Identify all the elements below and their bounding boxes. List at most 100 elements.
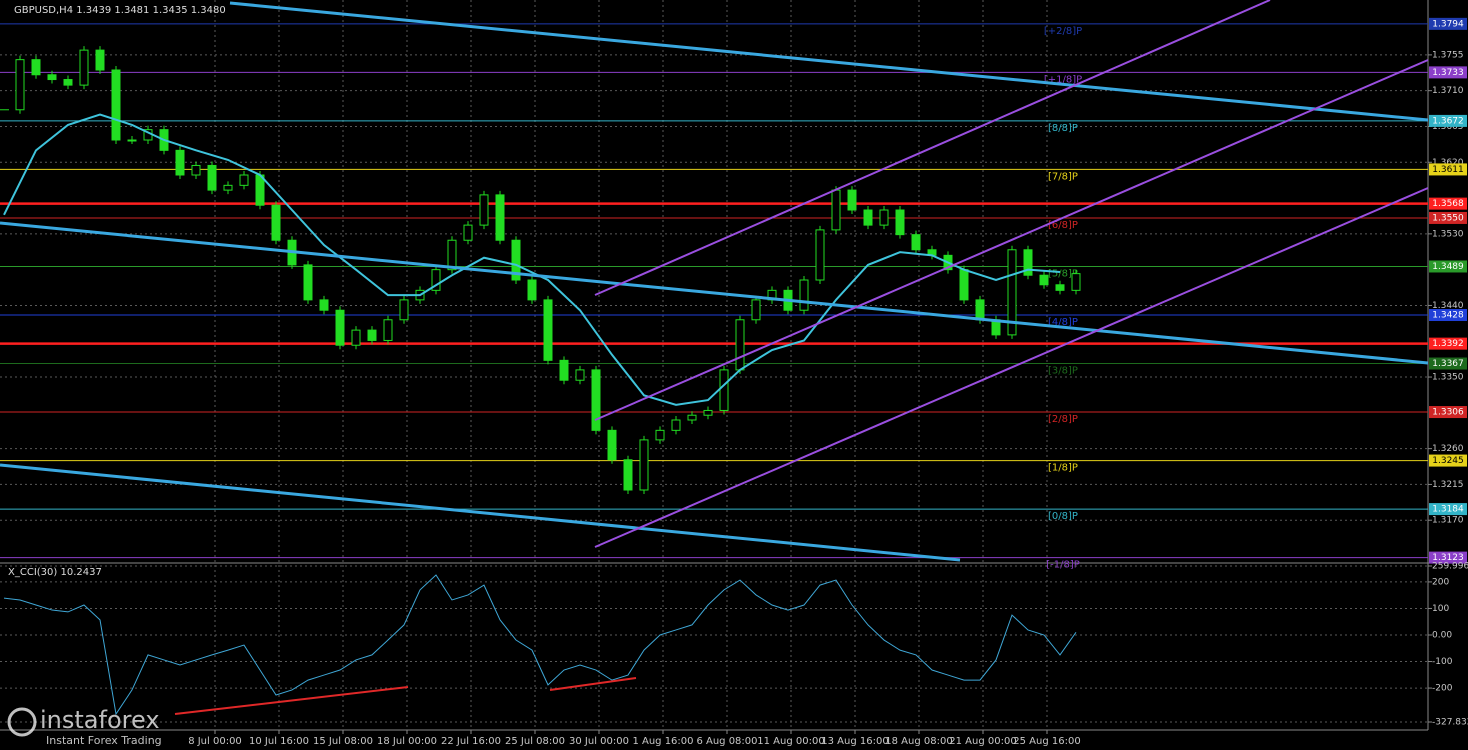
candle — [575, 369, 585, 381]
candle — [751, 299, 761, 321]
channel-line — [0, 221, 1429, 365]
level-name: [+1/8]P — [1044, 74, 1082, 85]
watermark: instaforex Instant Forex Trading — [7, 706, 162, 747]
level-price-label: 1.3611 — [1432, 165, 1464, 175]
candle — [863, 209, 873, 226]
candle — [1039, 274, 1049, 286]
candle — [607, 429, 617, 461]
chart-title: GBPUSD,H4 1.3439 1.3481 1.3435 1.3480 — [14, 5, 226, 16]
x-tick-label: 6 Aug 08:00 — [696, 736, 757, 747]
candle — [351, 329, 361, 346]
candle — [703, 409, 713, 416]
level-price-label: 1.3123 — [1432, 553, 1464, 563]
candle — [591, 369, 601, 431]
watermark-tagline: Instant Forex Trading — [46, 734, 162, 747]
level-price-label: 1.3550 — [1432, 213, 1464, 223]
x-tick-label: 15 Jul 08:00 — [313, 736, 373, 747]
level-name: [+2/8]P — [1044, 26, 1082, 37]
y-tick-label: 259.9969 — [1432, 562, 1468, 572]
trend-lines — [0, 0, 1429, 715]
candle — [335, 309, 345, 346]
y-tick-label: 1.3170 — [1432, 516, 1464, 526]
level-price-box — [1429, 197, 1467, 210]
level-price-label: 1.3428 — [1432, 311, 1464, 321]
candle — [31, 59, 41, 76]
candle — [975, 299, 985, 321]
level-name: [7/8]P — [1048, 171, 1078, 182]
channel-line — [0, 463, 961, 562]
candle — [511, 239, 521, 281]
candle — [799, 279, 809, 311]
channel-line — [229, 1, 1429, 122]
level-price-box — [1429, 309, 1467, 321]
y-tick-label: -327.8320 — [1432, 718, 1468, 728]
y-tick-label: -200 — [1432, 684, 1453, 694]
x-tick-label: 18 Jul 00:00 — [377, 736, 437, 747]
candle — [639, 439, 649, 491]
candle — [671, 419, 681, 431]
candle — [895, 209, 905, 236]
y-tick-label: 200 — [1432, 577, 1449, 587]
candle — [879, 209, 889, 226]
y-tick-label: 1.3440 — [1432, 301, 1464, 311]
candle — [911, 234, 921, 251]
level-name: [0/8]P — [1048, 511, 1078, 522]
y-tick-label: 1.3665 — [1432, 122, 1464, 132]
x-tick-label: 8 Jul 00:00 — [188, 736, 242, 747]
candle — [431, 269, 441, 291]
candle — [175, 149, 185, 176]
level-price-label: 1.3367 — [1432, 359, 1464, 369]
candle — [847, 189, 857, 211]
candle — [735, 319, 745, 371]
watermark-brand: instaforex — [40, 706, 160, 734]
level-price-label: 1.3392 — [1432, 339, 1464, 349]
y-tick-label: 1.3215 — [1432, 480, 1464, 490]
candle — [559, 359, 569, 381]
x-tick-label: 25 Aug 16:00 — [1013, 736, 1080, 747]
candle — [79, 49, 89, 86]
x-tick-label: 11 Aug 00:00 — [757, 736, 824, 747]
y-tick-label: 1.3530 — [1432, 229, 1464, 239]
candle — [719, 369, 729, 411]
candle — [687, 414, 697, 421]
level-price-label: 1.3184 — [1432, 505, 1464, 515]
candle — [63, 79, 73, 86]
level-price-label: 1.3794 — [1432, 19, 1464, 29]
candle — [47, 74, 57, 81]
level-name: [4/8]P — [1048, 317, 1078, 328]
candle — [15, 59, 25, 111]
level-price-box — [1429, 17, 1467, 30]
candle — [1023, 249, 1033, 276]
candle — [367, 329, 377, 341]
candle — [207, 164, 217, 191]
divergence-line — [174, 686, 409, 715]
candle — [815, 229, 825, 281]
logo-icon — [7, 707, 37, 737]
candle — [303, 264, 313, 301]
y-tick-label: 1.3710 — [1432, 86, 1464, 96]
x-tick-label: 18 Aug 08:00 — [885, 736, 952, 747]
level-price-label: 1.3245 — [1432, 456, 1464, 466]
level-name: [8/8]P — [1048, 123, 1078, 134]
level-price-box — [1429, 163, 1467, 176]
level-name: [2/8]P — [1048, 414, 1078, 425]
indicator-line — [3, 574, 1077, 716]
candle — [383, 319, 393, 341]
channel-line — [594, 187, 1429, 548]
y-tick-label: 100 — [1432, 604, 1449, 614]
level-price-box — [1429, 454, 1467, 467]
indicator-title: X_CCI(30) 10.2437 — [8, 567, 102, 578]
candle — [495, 194, 505, 241]
level-price-label: 1.3733 — [1432, 68, 1464, 78]
y-tick-label: -100 — [1432, 657, 1453, 667]
level-price-label: 1.3568 — [1432, 199, 1464, 209]
level-price-label: 1.3672 — [1432, 116, 1464, 126]
candle — [447, 239, 457, 271]
level-price-box — [1429, 337, 1467, 350]
candle — [959, 269, 969, 301]
level-price-box — [1429, 211, 1467, 224]
candle — [271, 204, 281, 241]
candle — [191, 164, 201, 176]
